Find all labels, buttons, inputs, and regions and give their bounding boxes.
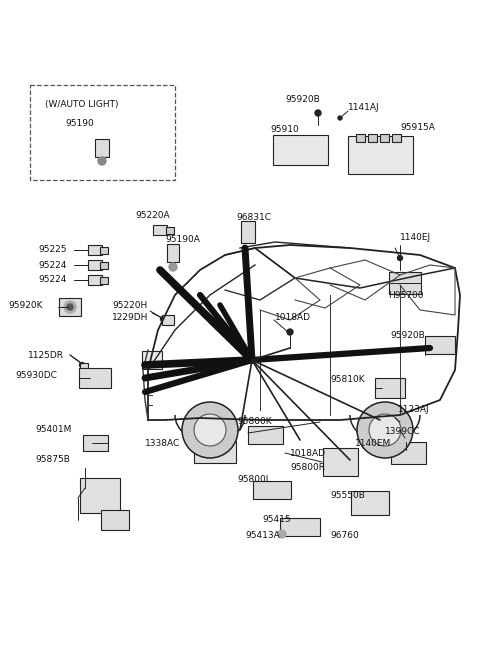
- Text: 95220H: 95220H: [112, 300, 147, 310]
- Bar: [166, 226, 174, 234]
- Bar: [368, 134, 376, 142]
- Circle shape: [369, 414, 401, 446]
- Bar: [100, 276, 108, 283]
- Bar: [375, 378, 405, 398]
- Bar: [100, 247, 108, 253]
- Text: 95550B: 95550B: [330, 491, 365, 499]
- Bar: [273, 135, 327, 165]
- Bar: [241, 221, 255, 243]
- Text: 1229DH: 1229DH: [112, 314, 148, 323]
- Text: 95930DC: 95930DC: [15, 371, 57, 380]
- Text: 95800K: 95800K: [237, 417, 272, 426]
- Circle shape: [338, 116, 342, 120]
- Bar: [392, 134, 400, 142]
- Bar: [88, 260, 102, 270]
- Text: 1338AC: 1338AC: [145, 438, 180, 447]
- Circle shape: [169, 263, 177, 271]
- Text: 1141AJ: 1141AJ: [348, 104, 380, 112]
- Bar: [101, 510, 129, 530]
- Circle shape: [357, 402, 413, 458]
- Bar: [380, 134, 388, 142]
- Text: 95810K: 95810K: [330, 375, 365, 384]
- Bar: [83, 435, 108, 451]
- Bar: [162, 315, 174, 325]
- Bar: [167, 244, 179, 262]
- Text: 95800L: 95800L: [237, 476, 271, 485]
- Text: 95920B: 95920B: [390, 331, 425, 340]
- Text: 1018AD: 1018AD: [275, 314, 311, 323]
- Text: 95190: 95190: [66, 119, 95, 127]
- Text: H95700: H95700: [388, 291, 423, 300]
- Circle shape: [278, 530, 286, 538]
- Text: 95800R: 95800R: [290, 462, 325, 472]
- Text: 95920B: 95920B: [285, 96, 320, 104]
- Bar: [80, 478, 120, 512]
- Text: 96760: 96760: [330, 531, 359, 539]
- Circle shape: [182, 402, 238, 458]
- Bar: [253, 481, 291, 499]
- Bar: [248, 426, 283, 444]
- Bar: [88, 245, 102, 255]
- Text: 95910: 95910: [270, 125, 299, 134]
- Text: 1018AD: 1018AD: [290, 449, 326, 457]
- Text: 95415: 95415: [262, 516, 290, 525]
- Bar: [323, 448, 358, 476]
- Circle shape: [160, 316, 166, 321]
- Circle shape: [403, 438, 408, 443]
- Bar: [142, 351, 162, 369]
- Circle shape: [80, 363, 84, 367]
- Circle shape: [315, 110, 321, 116]
- Bar: [30, 85, 175, 180]
- Text: (W/AUTO LIGHT): (W/AUTO LIGHT): [45, 100, 119, 110]
- Bar: [391, 442, 425, 464]
- Text: 95190A: 95190A: [165, 236, 200, 245]
- Text: 95224: 95224: [38, 276, 66, 285]
- Circle shape: [397, 255, 403, 260]
- Bar: [79, 368, 111, 388]
- Circle shape: [98, 157, 106, 165]
- Bar: [80, 363, 88, 377]
- Text: 95413A: 95413A: [245, 531, 280, 539]
- Text: 1123AJ: 1123AJ: [398, 405, 430, 415]
- Circle shape: [395, 419, 401, 425]
- Text: 1125DR: 1125DR: [28, 350, 64, 359]
- Text: 95875B: 95875B: [35, 455, 70, 464]
- Bar: [356, 134, 364, 142]
- Text: 1399CC: 1399CC: [385, 428, 420, 436]
- Bar: [95, 139, 109, 157]
- Bar: [59, 298, 81, 316]
- Text: 95401M: 95401M: [35, 426, 72, 434]
- Bar: [351, 491, 389, 515]
- Circle shape: [64, 301, 76, 313]
- Bar: [348, 136, 412, 174]
- Circle shape: [287, 329, 293, 335]
- Bar: [389, 272, 421, 294]
- Text: 95220A: 95220A: [135, 211, 169, 220]
- Bar: [425, 336, 455, 354]
- Bar: [88, 275, 102, 285]
- Bar: [100, 262, 108, 268]
- Text: 1140EJ: 1140EJ: [400, 234, 431, 243]
- Text: 95920K: 95920K: [8, 300, 43, 310]
- Circle shape: [67, 304, 73, 310]
- Bar: [280, 518, 320, 536]
- Text: 95225: 95225: [38, 245, 67, 255]
- Text: 1140EM: 1140EM: [355, 438, 391, 447]
- Bar: [153, 225, 167, 235]
- Bar: [194, 441, 236, 463]
- Circle shape: [194, 414, 226, 446]
- Text: 95224: 95224: [38, 260, 66, 270]
- Text: 96831C: 96831C: [236, 213, 271, 222]
- Text: 95915A: 95915A: [400, 123, 435, 133]
